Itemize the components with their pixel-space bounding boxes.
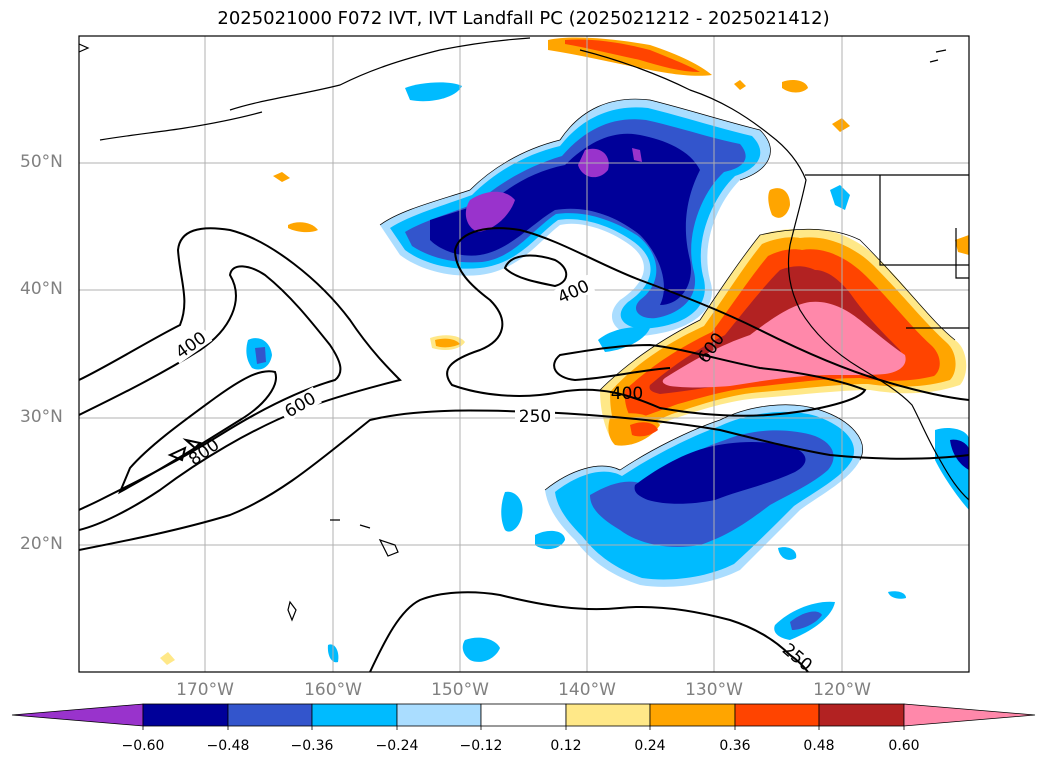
colorbar-tick-label: 0.48: [803, 738, 835, 754]
colorbar-tick-label: −0.60: [121, 738, 165, 754]
colorbar-tick-label: 0.12: [550, 738, 582, 754]
colorbar-tick-label: 0.60: [888, 738, 920, 754]
colorbar-tick-label: −0.24: [375, 738, 419, 754]
colorbar-segment: [649, 703, 736, 727]
contour-label: 400: [611, 384, 643, 404]
lat-label-30n: 30°N: [20, 407, 63, 427]
lon-label-160w: 160°W: [304, 680, 362, 700]
colorbar-segment: [227, 703, 313, 727]
colorbar-segment: [734, 703, 820, 727]
contour-label-group: 400 400 600 600 400 250 800 250: [169, 274, 816, 676]
lat-label-50n: 50°N: [20, 152, 63, 172]
lat-label-20n: 20°N: [20, 534, 63, 554]
colorbar-tick-label: −0.12: [459, 738, 503, 754]
lon-label-170w: 170°W: [176, 680, 234, 700]
colorbar-segment: [818, 703, 905, 727]
colorbar-segment: [11, 703, 144, 727]
colorbar-segment: [903, 703, 1036, 727]
colorbar-segment: [565, 703, 651, 727]
colorbar-segment: [480, 703, 567, 727]
positive-pc: [160, 37, 969, 665]
contour-label: 250: [519, 407, 551, 427]
lon-label-120w: 120°W: [813, 680, 871, 700]
colorbar-segment: [311, 703, 398, 727]
pc-outlines: [379, 98, 956, 491]
negative-pc-south: [246, 327, 969, 663]
lon-label-140w: 140°W: [558, 680, 616, 700]
colorbar-tick-label: −0.36: [290, 738, 334, 754]
colorbar-tick-label: 0.36: [719, 738, 751, 754]
lon-label-130w: 130°W: [685, 680, 743, 700]
coastlines: [79, 37, 969, 622]
map-frame: [78, 35, 970, 673]
lon-label-150w: 150°W: [431, 680, 489, 700]
colorbar-tick-label: −0.48: [206, 738, 250, 754]
gridlines: [79, 36, 969, 672]
shading-layer: [160, 37, 969, 665]
colorbar-segment: [142, 703, 229, 727]
colorbar-segment: [396, 703, 482, 727]
map-title: 2025021000 F072 IVT, IVT Landfall PC (20…: [217, 8, 830, 29]
lat-label-40n: 40°N: [20, 279, 63, 299]
colorbar-tick-label: 0.24: [634, 738, 666, 754]
colorbar: [11, 703, 1036, 730]
